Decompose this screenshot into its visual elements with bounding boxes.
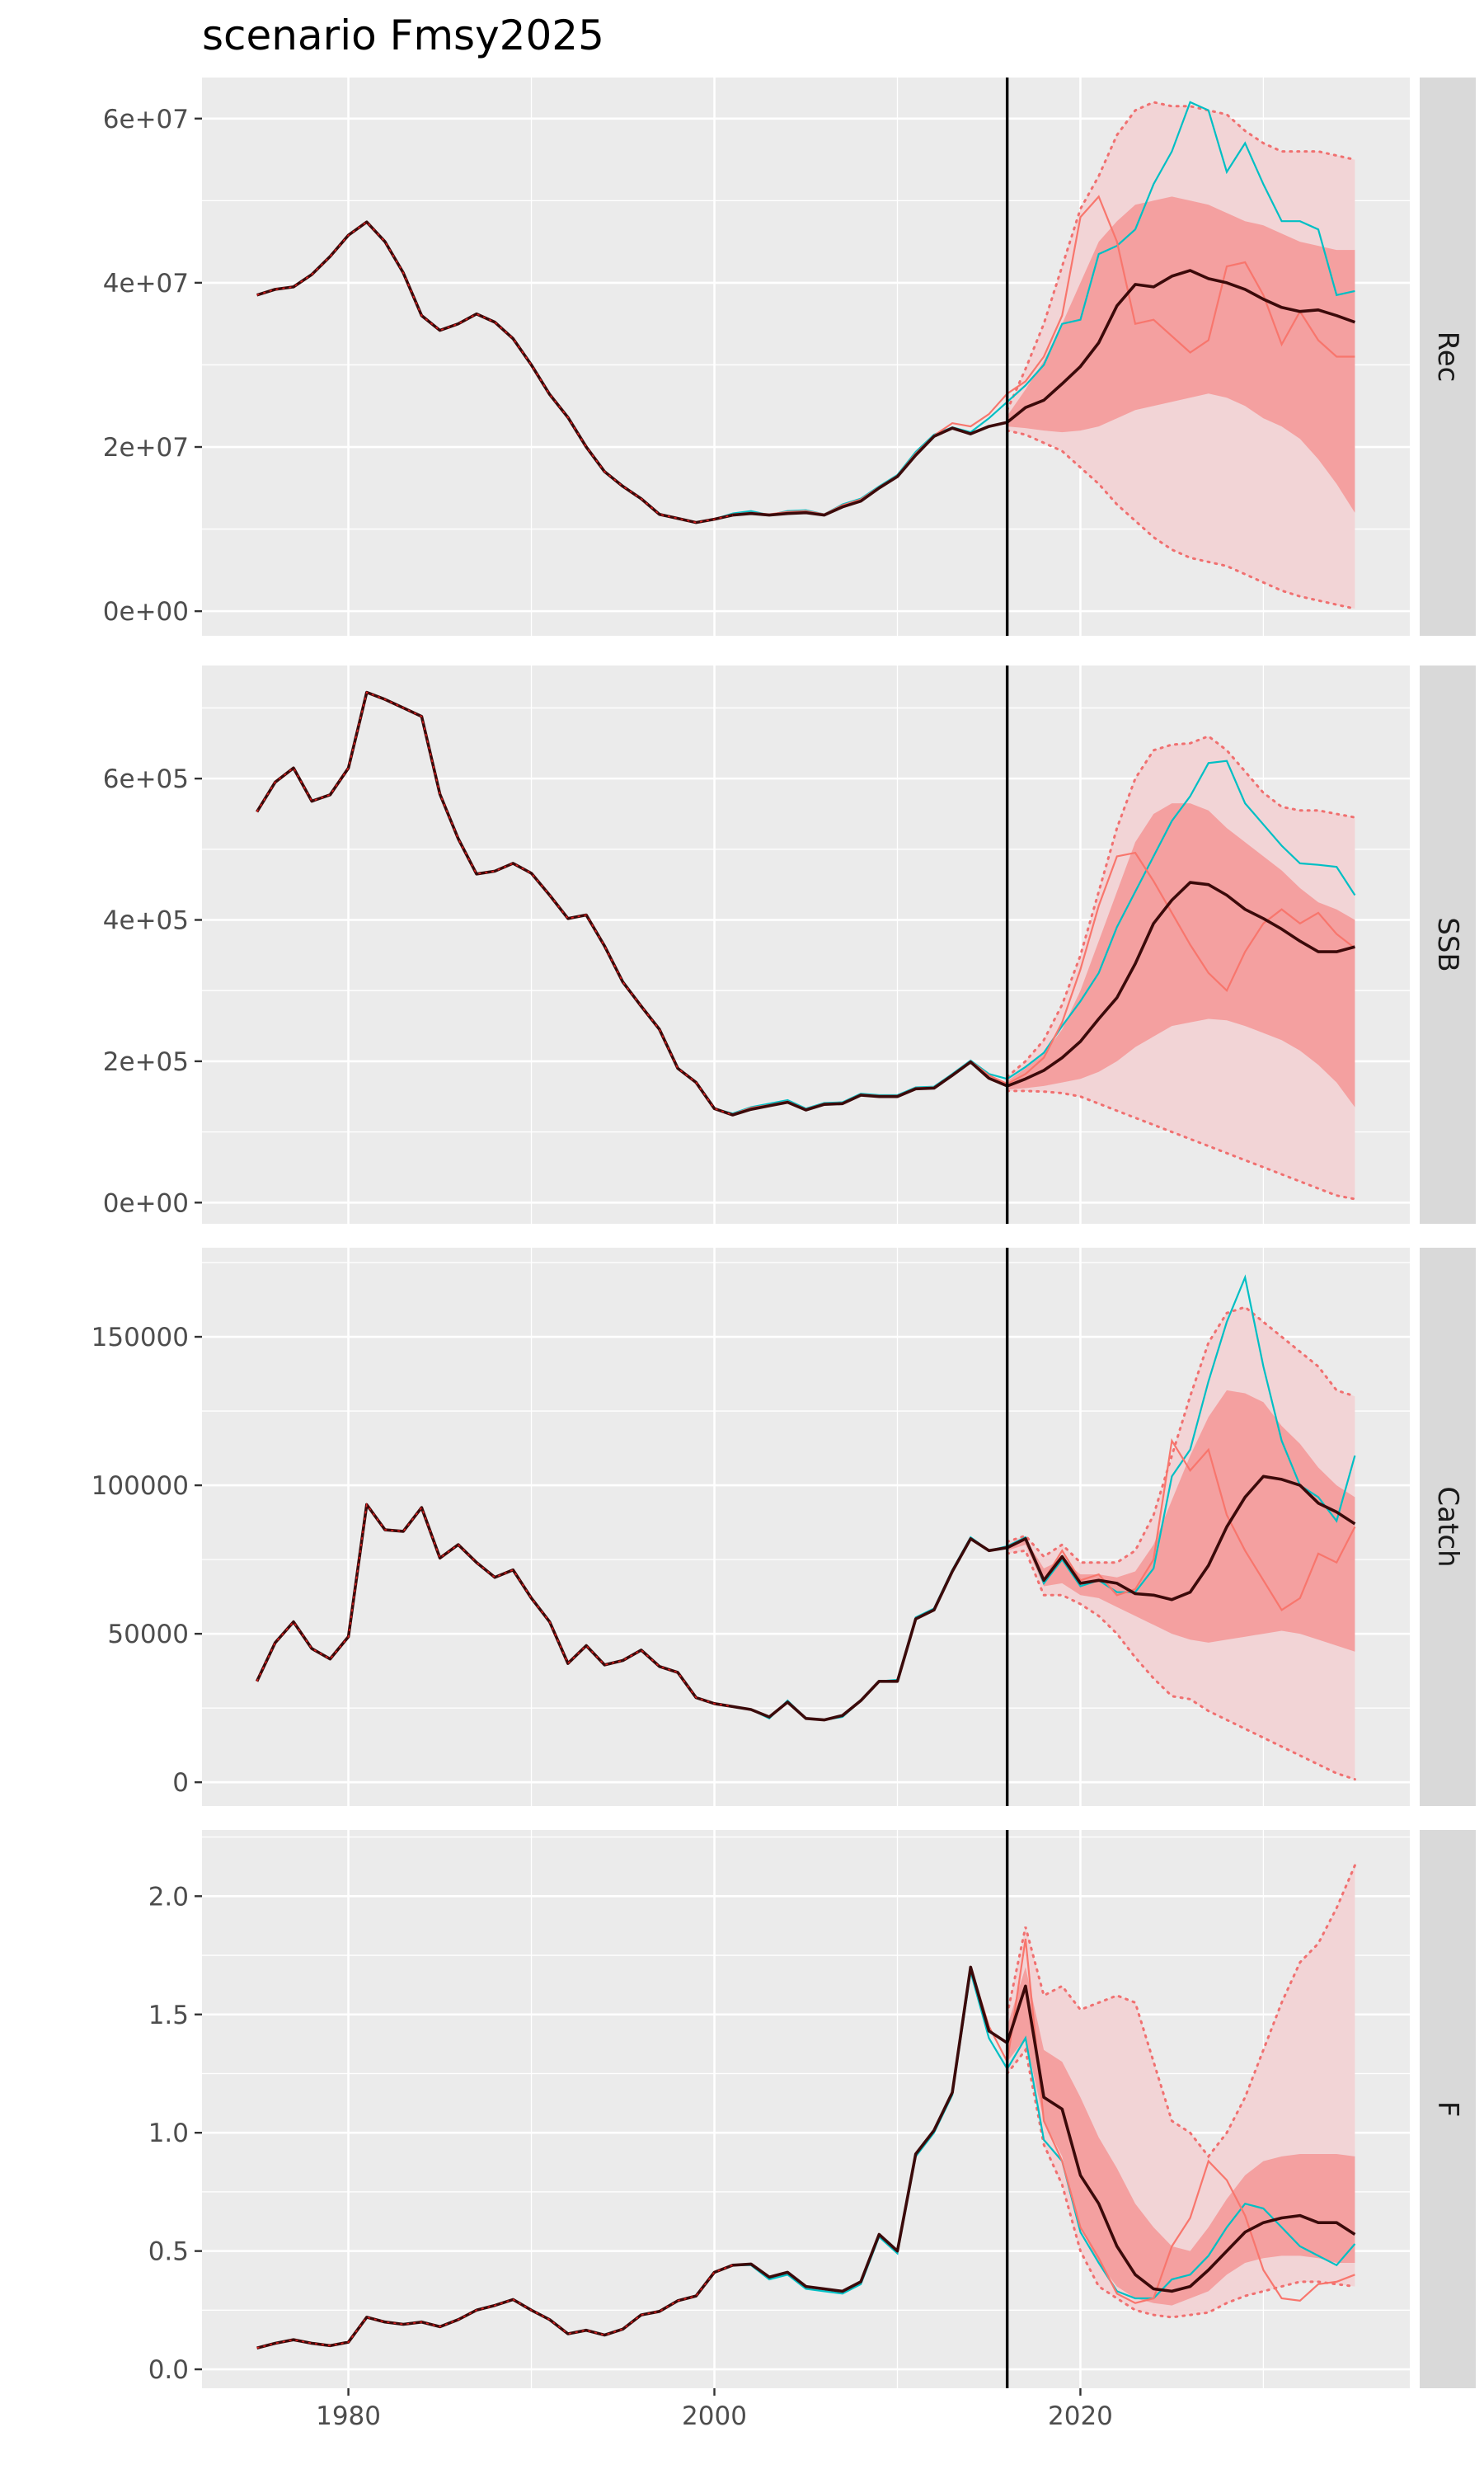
y-tick-label: 100000: [92, 1471, 189, 1501]
facet-strip-label: F: [1431, 2101, 1464, 2118]
panel-background: [202, 1830, 1410, 2388]
y-tick-label: 2.0: [148, 1882, 189, 1912]
facet-strip: [1420, 78, 1476, 636]
y-tick-label: 4e+07: [103, 269, 189, 299]
y-tick-label: 6e+05: [103, 764, 189, 794]
lower-bound-line: [1006, 429, 1356, 610]
x-tick-label: 2020: [1048, 2401, 1113, 2431]
x-axis: 1980 2000 2020: [316, 2388, 1113, 2431]
facet-strip-label: Catch: [1431, 1486, 1464, 1567]
panel-rec: 0e+00 2e+07 4e+07 6e+07 Rec: [103, 78, 1476, 636]
lower-bound-line: [1006, 2047, 1356, 2319]
y-tick-label: 0: [172, 1768, 189, 1798]
y-tick-label: 1.5: [148, 2001, 189, 2030]
historical-dashed-line: [256, 2265, 733, 2349]
facet-strip-label: SSB: [1431, 917, 1464, 972]
historical-dashed-line: [256, 221, 733, 524]
historical-dashed-line: [256, 691, 733, 1116]
y-tick-label: 0.0: [148, 2355, 189, 2385]
median-line: [256, 690, 1355, 1117]
iteration-line-red: [1007, 1437, 1356, 1611]
facet-strip: [1420, 666, 1476, 1224]
chart-title: scenario Fmsy2025: [202, 12, 604, 59]
x-tick-label: 1980: [316, 2401, 381, 2431]
y-tick-label: 0.5: [148, 2237, 189, 2267]
upper-bound-line: [1006, 1305, 1356, 1564]
facet-strip-label: Rec: [1431, 332, 1464, 383]
lower-bound-line: [1006, 1549, 1356, 1781]
y-tick-label: 4e+05: [103, 906, 189, 936]
y-tick-label: 0e+00: [103, 597, 189, 627]
facet-strip: [1420, 1830, 1476, 2388]
facet-strip: [1420, 1248, 1476, 1806]
y-tick-label: 150000: [92, 1323, 189, 1352]
y-tick-label: 2e+05: [103, 1047, 189, 1077]
y-tick-label: 1.0: [148, 2119, 189, 2148]
median-line: [255, 1475, 1356, 1722]
historical-dashed-line: [256, 1503, 733, 1708]
panel-f: 0.0 0.5 1.0 1.5 2.0 F: [148, 1830, 1476, 2388]
upper-bound-line: [1006, 1864, 1356, 2159]
median-line: [256, 220, 1356, 524]
panel-catch: 0 50000 100000 150000 Catch: [92, 1248, 1476, 1806]
inner-interval-ribbon: [1007, 196, 1355, 513]
y-tick-label: 2e+07: [103, 433, 189, 463]
panel-ssb: 0e+00 2e+05 4e+05 6e+05 SSB: [103, 666, 1476, 1224]
y-tick-label: 6e+07: [103, 105, 189, 134]
y-tick-label: 50000: [107, 1620, 189, 1649]
lower-bound-line: [1006, 1089, 1356, 1201]
iteration-line-teal: [714, 1971, 1356, 2300]
y-tick-label: 0e+00: [103, 1188, 189, 1218]
x-tick-label: 2000: [682, 2401, 747, 2431]
panels: 0e+00 2e+07 4e+07 6e+07 Rec 0e+00 2e+05 4e+05 6e…: [92, 78, 1476, 2388]
inner-interval-ribbon: [1007, 803, 1355, 1108]
upper-bound-line: [1006, 101, 1356, 412]
